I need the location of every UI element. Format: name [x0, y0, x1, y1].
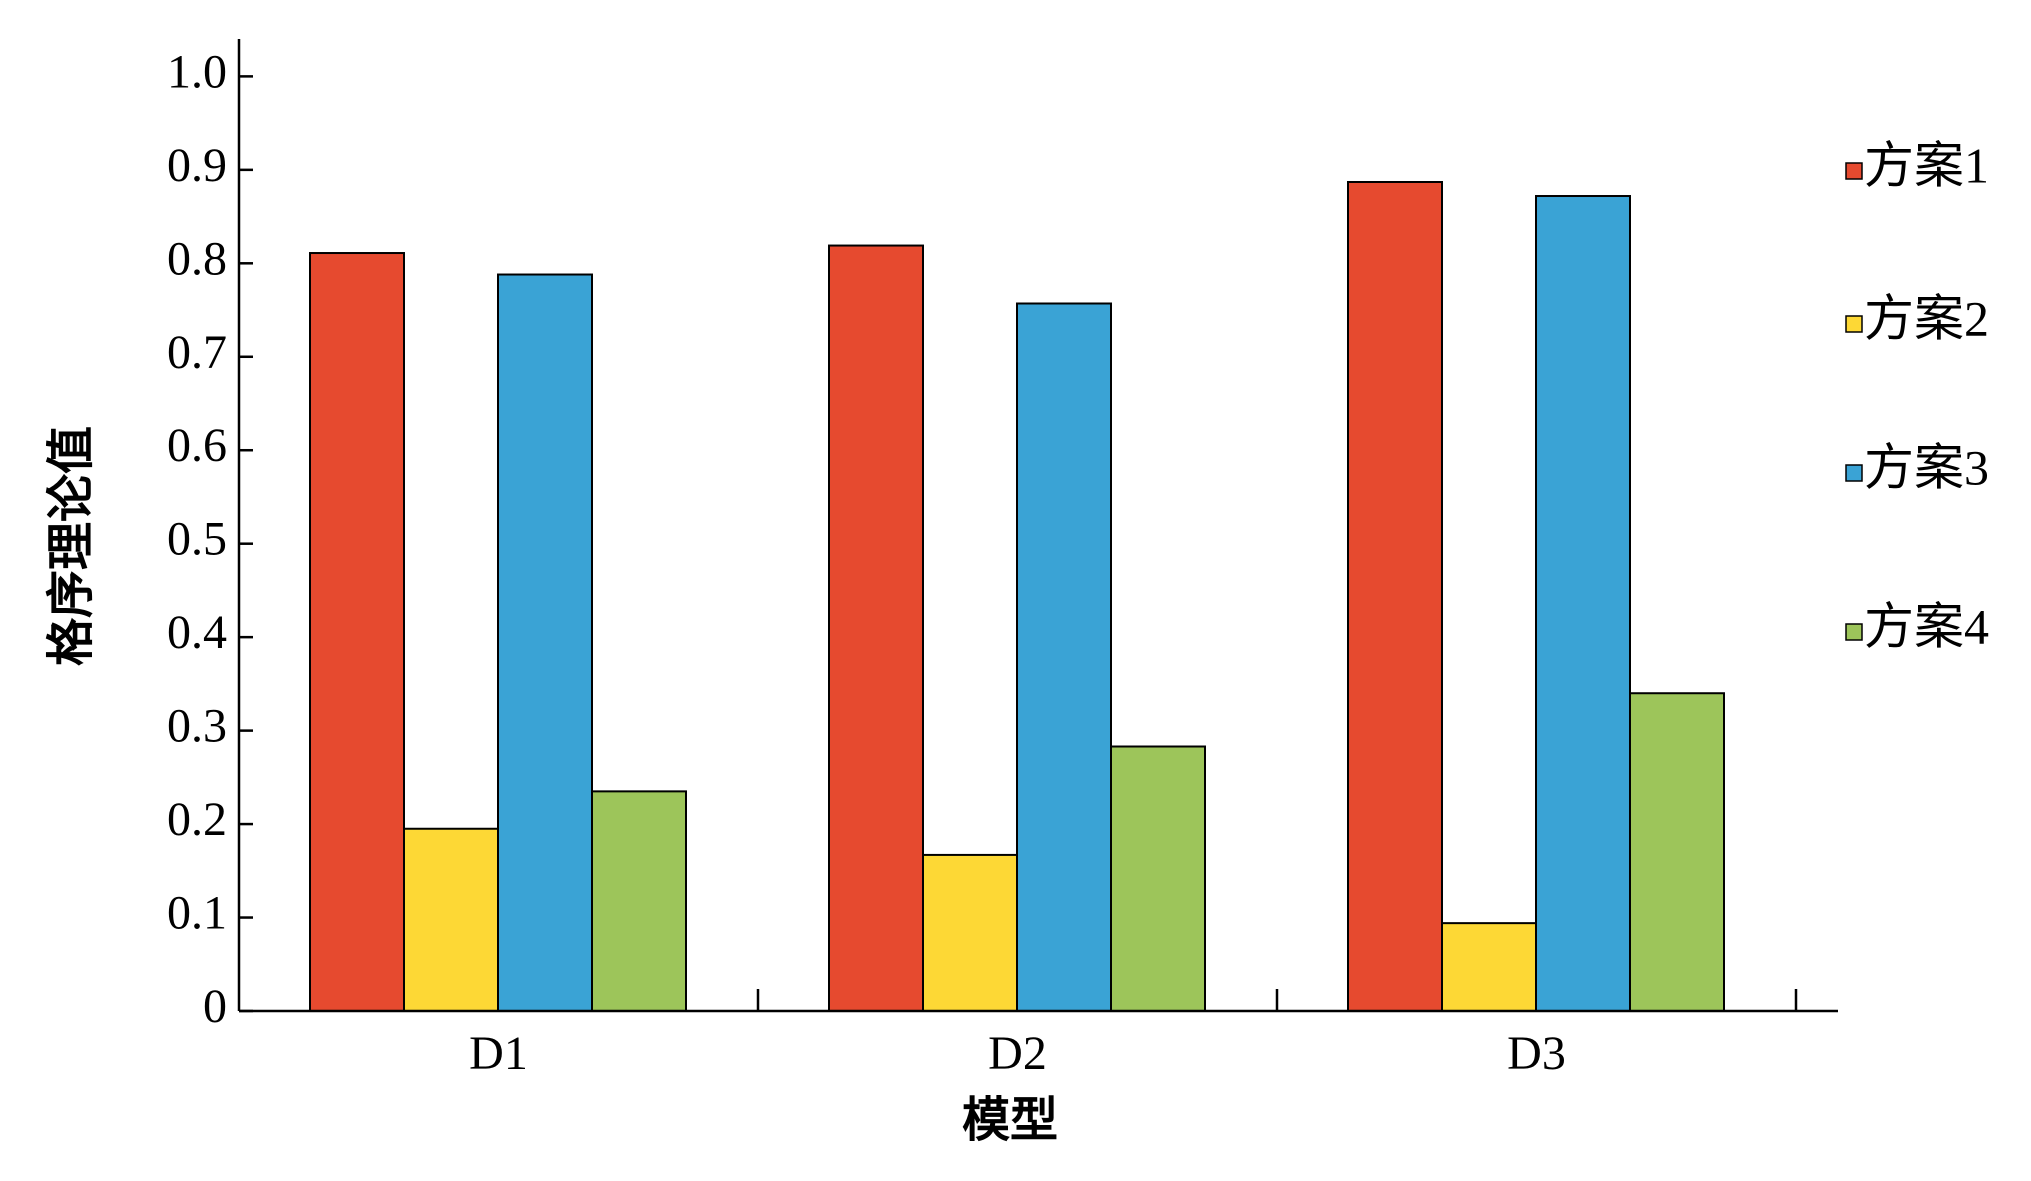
- bar: [1441, 922, 1537, 1013]
- legend-label: 方案3: [1864, 439, 1989, 495]
- legend-swatch: [1845, 315, 1863, 333]
- bar: [1347, 180, 1443, 1012]
- legend-swatch: [1845, 623, 1863, 641]
- x-tick-label: D1: [469, 1027, 528, 1080]
- y-tick-label: 0.6: [167, 419, 227, 472]
- bar: [309, 252, 405, 1012]
- bar: [497, 273, 593, 1012]
- legend-swatch: [1845, 162, 1863, 180]
- bar: [828, 244, 924, 1013]
- y-tick-label: 0.9: [167, 139, 227, 192]
- x-axis-title: 模型: [962, 1092, 1058, 1148]
- y-tick-label: 0.5: [167, 513, 227, 566]
- y-tick-label: 0.4: [167, 606, 227, 659]
- y-tick-label: 0.3: [167, 700, 227, 753]
- y-tick-label: 0.1: [167, 887, 227, 940]
- y-tick-label: 0.7: [167, 326, 227, 379]
- bar: [922, 853, 1018, 1013]
- bar: [403, 827, 499, 1012]
- legend-label: 方案2: [1864, 290, 1989, 346]
- y-tick-label: 0.8: [167, 232, 227, 285]
- legend-label: 方案4: [1864, 598, 1989, 654]
- y-tick-label: 1.0: [167, 45, 227, 98]
- legend-label: 方案1: [1864, 137, 1989, 193]
- x-tick-label: D3: [1507, 1027, 1566, 1080]
- x-tick-label: D2: [988, 1027, 1047, 1080]
- bar: [591, 790, 687, 1012]
- legend-swatch: [1845, 464, 1863, 482]
- y-tick-label: 0: [203, 980, 227, 1033]
- y-axis-title: 格序理论值: [43, 426, 99, 666]
- bar: [1016, 302, 1112, 1012]
- y-tick-label: 0.2: [167, 793, 227, 846]
- bar: [1110, 745, 1206, 1012]
- bar: [1629, 692, 1725, 1012]
- bar: [1535, 195, 1631, 1012]
